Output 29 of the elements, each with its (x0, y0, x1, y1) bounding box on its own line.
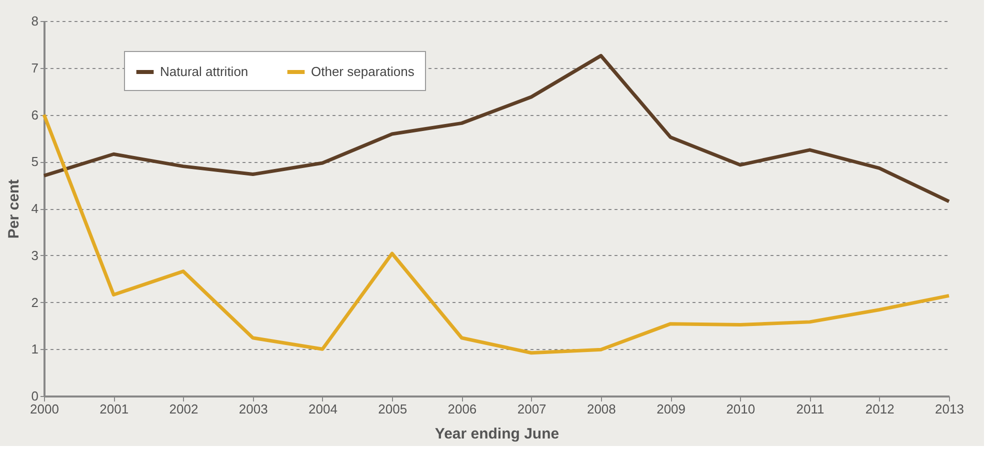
x-tick-label: 2012 (865, 402, 894, 416)
line-series (42, 113, 951, 355)
x-tick-label: 2007 (517, 402, 546, 416)
y-tick-label: 5 (31, 154, 38, 170)
y-tick-label: 1 (31, 342, 38, 357)
y-tick-label: 6 (31, 107, 38, 122)
x-tick-label: 2009 (656, 402, 686, 416)
x-tick-label: 2010 (726, 402, 756, 416)
y-tick-label: 4 (31, 201, 38, 216)
y-tick-label: 3 (31, 248, 38, 263)
x-tick-label: 2003 (238, 402, 268, 416)
y-tick-label: 0 (31, 388, 38, 404)
x-tick-label: 2001 (100, 402, 129, 416)
legend-label: Other separations (311, 64, 415, 79)
x-tick-label: 2002 (169, 402, 198, 416)
x-tick-label: 2011 (796, 402, 824, 416)
x-tick-label: 2000 (30, 402, 59, 416)
x-tick-label: 2008 (586, 402, 616, 416)
x-tick-label: 2013 (935, 402, 964, 416)
x-tick-label: 2004 (308, 402, 338, 416)
y-tick-label: 2 (31, 294, 38, 310)
legend-label: Natural attrition (160, 64, 248, 79)
y-tick-label: 8 (31, 14, 38, 28)
x-tick-label: 2005 (378, 402, 408, 416)
y-axis-title: Per cent (5, 179, 22, 239)
x-tick-label: 2006 (448, 402, 477, 416)
y-tick-label: 7 (31, 60, 38, 76)
x-axis-title: Year ending June (434, 426, 560, 442)
line-series (42, 54, 951, 204)
